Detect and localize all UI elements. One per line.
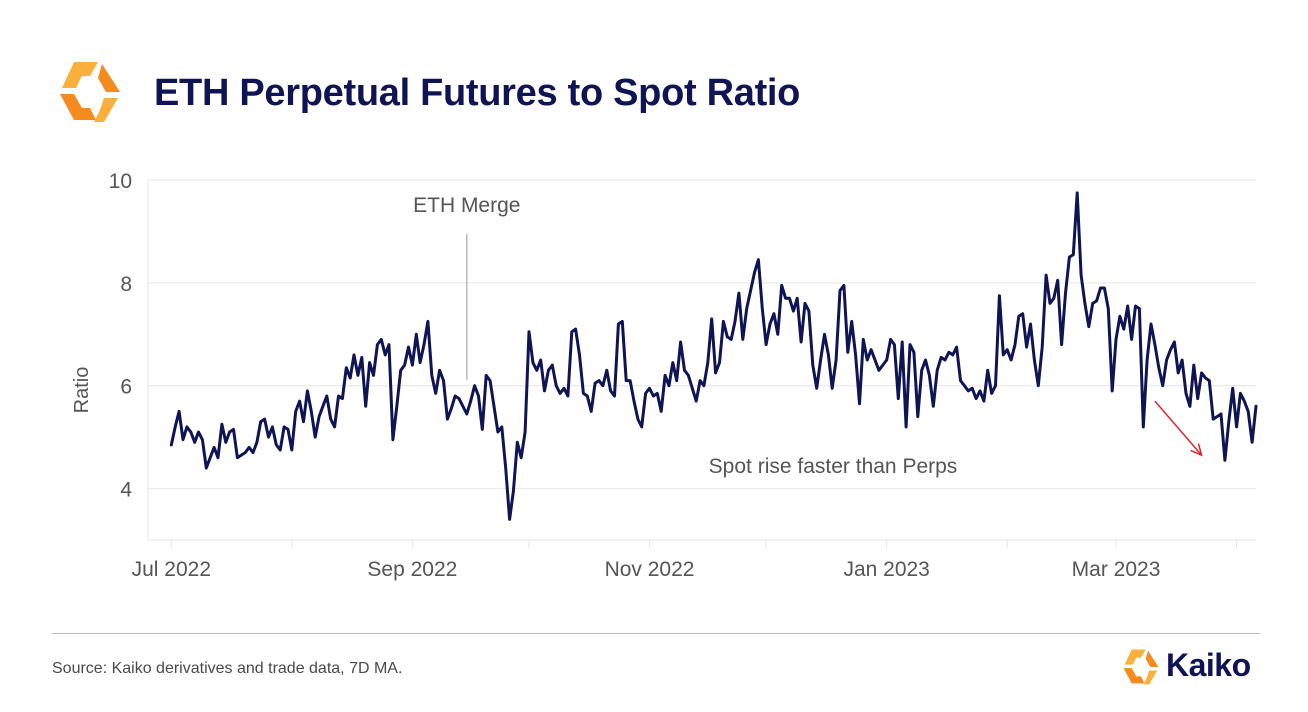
chart-canvas: 4 6 8 10 Jul 2022 Sep 2022 Nov 2022 Jan 2023 Mar… [71, 170, 1258, 581]
y-tick-label: 6 [120, 376, 132, 399]
chart-title: ETH Perpetual Futures to Spot Ratio [154, 72, 801, 114]
x-tick-label: Mar 2023 [1072, 558, 1161, 581]
source-note: Source: Kaiko derivatives and trade data… [52, 660, 403, 677]
brand-logo: Kaiko [1120, 645, 1270, 689]
merge-annotation-label: ETH Merge [413, 194, 520, 217]
kaiko-logo-icon [54, 58, 126, 126]
x-tick-label: Jan 2023 [843, 558, 929, 581]
footer-divider [52, 633, 1260, 634]
y-tick-label: 10 [109, 170, 132, 193]
trend-arrow-head [1190, 443, 1203, 457]
x-tick-label: Sep 2022 [367, 558, 457, 581]
brand-name: Kaiko [1166, 647, 1251, 683]
x-tick-label: Nov 2022 [605, 558, 695, 581]
y-tick-label: 8 [120, 273, 132, 296]
y-tick-label: 4 [120, 479, 132, 502]
kaiko-hexagon-logo-icon [60, 62, 120, 122]
trend-annotation-label: Spot rise faster than Perps [709, 455, 958, 478]
trend-arrow-shaft [1154, 400, 1203, 456]
y-axis-label: Ratio [71, 367, 93, 414]
x-tick-label: Jul 2022 [132, 558, 211, 581]
kaiko-brand-icon [1123, 649, 1159, 685]
series-line-ratio [169, 191, 1258, 521]
